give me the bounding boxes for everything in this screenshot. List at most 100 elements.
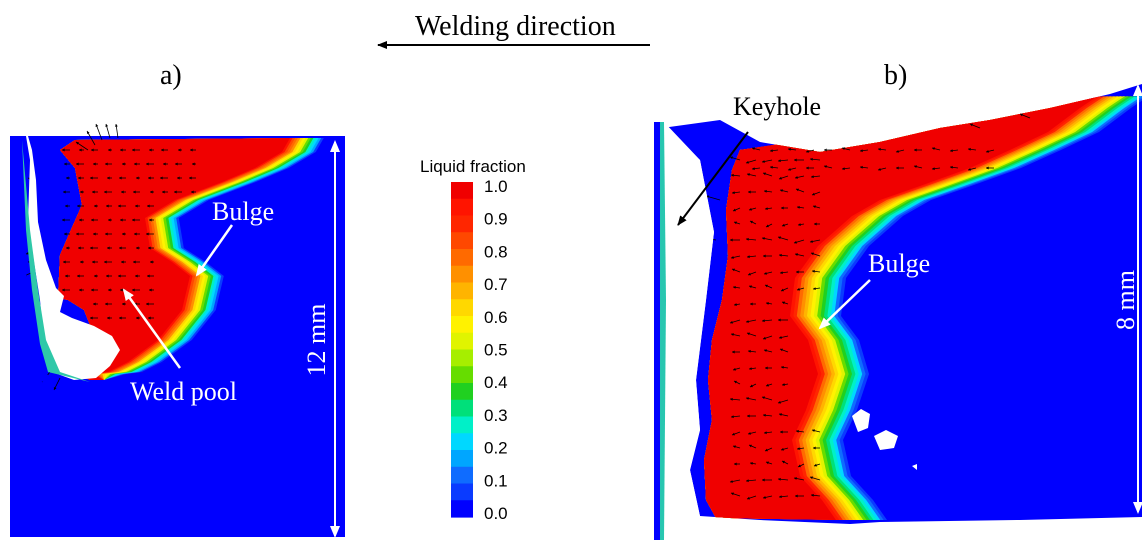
velocity-vector-head (150, 260, 153, 264)
velocity-vector-head (91, 218, 94, 222)
velocity-vector-head (746, 320, 749, 323)
velocity-vector-head (135, 274, 138, 278)
velocity-vector-head (812, 192, 815, 196)
velocity-vector-head (747, 255, 750, 259)
velocity-vector-head (91, 288, 94, 292)
velocity-vector-head (752, 147, 755, 151)
velocity-vector-head (147, 274, 150, 278)
velocity-vector-head (779, 176, 782, 180)
velocity-vector-head (190, 148, 193, 152)
velocity-vector-head (77, 204, 80, 208)
colorbar-tick-label: 0.0 (484, 504, 508, 523)
velocity-vector-head (87, 131, 90, 134)
velocity-vector-head (968, 167, 971, 171)
velocity-vector-head (950, 165, 953, 169)
velocity-vector-head (914, 148, 917, 152)
colorbar-swatch (451, 416, 473, 434)
velocity-vector-head (120, 218, 123, 222)
velocity-vector-head (811, 252, 814, 256)
velocity-vector-head (770, 149, 773, 153)
velocity-vector-head (107, 176, 110, 180)
velocity-vector-head (780, 430, 783, 434)
colorbar-tick-label: 0.6 (484, 308, 508, 327)
velocity-vector-head (66, 176, 69, 180)
velocity-vector-head (62, 288, 65, 292)
velocity-vector-head (810, 476, 813, 480)
welding-direction-label: Welding direction (415, 11, 616, 42)
velocity-vector-head (95, 124, 99, 127)
velocity-vector-head (730, 397, 733, 401)
velocity-vector-head (763, 172, 766, 176)
velocity-vector-head (813, 287, 816, 291)
velocity-vector-head (149, 148, 152, 152)
velocity-vector-head (731, 492, 734, 496)
velocity-vector-head (121, 260, 124, 264)
velocity-vector-head (750, 384, 753, 388)
velocity-vector-head (730, 320, 733, 324)
velocity-vector-head (778, 236, 781, 240)
velocity-vector-head (746, 479, 749, 483)
velocity-vector-head (764, 271, 767, 275)
velocity-vector-head (798, 464, 801, 468)
panel-b-pores (852, 409, 917, 470)
velocity-vector-head (810, 240, 813, 243)
panel-b-label: b) (884, 60, 907, 91)
panel-a-bulge-annotation: Bulge (195, 197, 274, 277)
velocity-vector-head (896, 149, 899, 153)
velocity-vector-head (63, 260, 66, 264)
velocity-vector-head (122, 162, 125, 166)
velocity-vector-head (91, 148, 94, 152)
velocity-vector-head (66, 246, 69, 250)
velocity-vector-head (750, 302, 753, 306)
welding-direction: Welding direction (377, 11, 650, 49)
velocity-vector-head (94, 274, 97, 278)
velocity-vector-head (731, 256, 734, 259)
velocity-vector-head (122, 302, 125, 306)
velocity-vector-head (191, 190, 194, 194)
velocity-vector-head (749, 207, 752, 211)
velocity-vector-head (80, 190, 83, 194)
velocity-vector-head (781, 206, 784, 210)
colorbar-swatch (451, 282, 473, 300)
colorbar-swatch (451, 383, 473, 401)
panel-a-keyhole-wall (10, 136, 58, 382)
velocity-vector-head (763, 336, 766, 340)
velocity-vector-head (108, 288, 111, 292)
colorbar-tick-label: 0.2 (484, 439, 508, 458)
velocity-vector-head (133, 260, 136, 264)
panel-a-weld-pool-annotation: Weld pool (122, 288, 237, 406)
velocity-vector-head (90, 316, 93, 320)
colorbar-swatch (451, 433, 473, 451)
velocity-vector-head (78, 176, 81, 180)
velocity-vector-head (986, 149, 989, 153)
panel-a: 12 mm Bulge Weld pool (10, 123, 345, 538)
panel-a-label: a) (160, 60, 182, 91)
velocity-vector-head (765, 366, 768, 370)
velocity-vector-head (747, 173, 750, 176)
velocity-vector-head (812, 429, 815, 433)
velocity-vector-head (163, 162, 166, 166)
velocity-vector-head (766, 302, 769, 305)
velocity-vector-head (778, 477, 781, 481)
velocity-vector-head (104, 190, 107, 194)
velocity-vector-head (120, 288, 123, 292)
velocity-vector-head (782, 301, 785, 305)
velocity-vector-head (779, 413, 782, 416)
velocity-vector-head (135, 204, 138, 208)
panel-b-pore-3 (912, 464, 917, 470)
velocity-vector-head (765, 284, 768, 288)
velocity-vector-head (762, 160, 765, 163)
velocity-vector-head (105, 124, 109, 127)
panel-a-bulge-arrow (195, 224, 234, 277)
velocity-vector-head (779, 336, 782, 339)
velocity-vector-head (114, 124, 118, 127)
velocity-vector-head (734, 462, 737, 466)
colorbar-swatch (451, 450, 473, 468)
colorbar-swatches (451, 182, 473, 518)
velocity-vector-head (147, 204, 150, 208)
colorbar-swatch (451, 299, 473, 317)
panel-b-pore-2 (874, 430, 898, 450)
velocity-vector-head (80, 260, 83, 264)
colorbar-tick-label: 0.5 (484, 341, 508, 360)
